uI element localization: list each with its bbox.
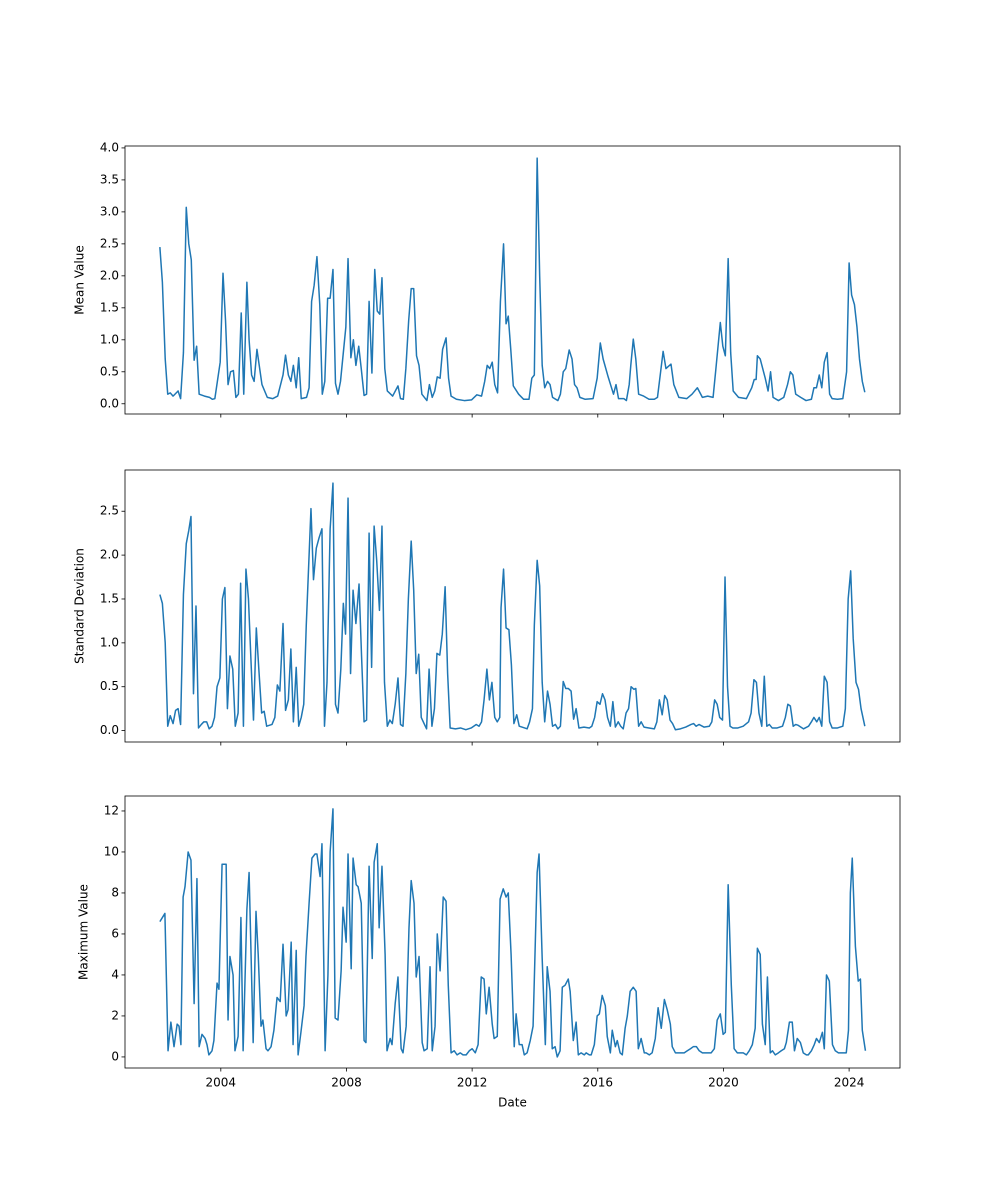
y-tick-label: 6 — [111, 926, 119, 940]
y-tick-label: 4.0 — [100, 140, 119, 154]
y-tick-label: 8 — [111, 885, 119, 899]
x-tick-label: 2024 — [834, 1076, 865, 1090]
y-tick-label: 0.5 — [100, 364, 119, 378]
y-tick-label: 3.0 — [100, 204, 119, 218]
y-tick-label: 0.5 — [100, 679, 119, 693]
y-tick-label: 0.0 — [100, 723, 119, 737]
y-tick-label: 0 — [111, 1049, 119, 1063]
y-tick-label: 12 — [104, 803, 119, 817]
data-line — [159, 482, 866, 731]
y-tick-label: 2 — [111, 1008, 119, 1022]
x-tick-label: 2012 — [457, 1076, 488, 1090]
x-tick-label: 2004 — [206, 1076, 237, 1090]
y-tick-label: 2.5 — [100, 504, 119, 518]
axes-frame — [124, 145, 901, 415]
y-axis-label: Mean Value — [73, 245, 87, 314]
x-tick-label: 2016 — [583, 1076, 614, 1090]
y-tick-label: 1.5 — [100, 591, 119, 605]
y-tick-label: 1.0 — [100, 635, 119, 649]
y-tick-label: 10 — [104, 844, 119, 858]
data-line — [159, 157, 866, 402]
y-tick-label: 0.0 — [100, 396, 119, 410]
data-line — [159, 808, 867, 1058]
y-tick-label: 2.5 — [100, 236, 119, 250]
x-tick-label: 2008 — [331, 1076, 362, 1090]
y-tick-label: 4 — [111, 967, 119, 981]
axes-frame — [124, 795, 901, 1069]
axes-frame — [124, 469, 901, 743]
y-tick-label: 3.5 — [100, 172, 119, 186]
y-tick-label: 2.0 — [100, 548, 119, 562]
y-tick-label: 1.5 — [100, 300, 119, 314]
y-tick-label: 1.0 — [100, 332, 119, 346]
x-tick-label: 2020 — [708, 1076, 739, 1090]
y-tick-label: 2.0 — [100, 268, 119, 282]
x-axis-label: Date — [498, 1096, 527, 1110]
y-axis-label: Standard Deviation — [73, 548, 87, 664]
y-axis-label: Maximum Value — [77, 884, 91, 980]
